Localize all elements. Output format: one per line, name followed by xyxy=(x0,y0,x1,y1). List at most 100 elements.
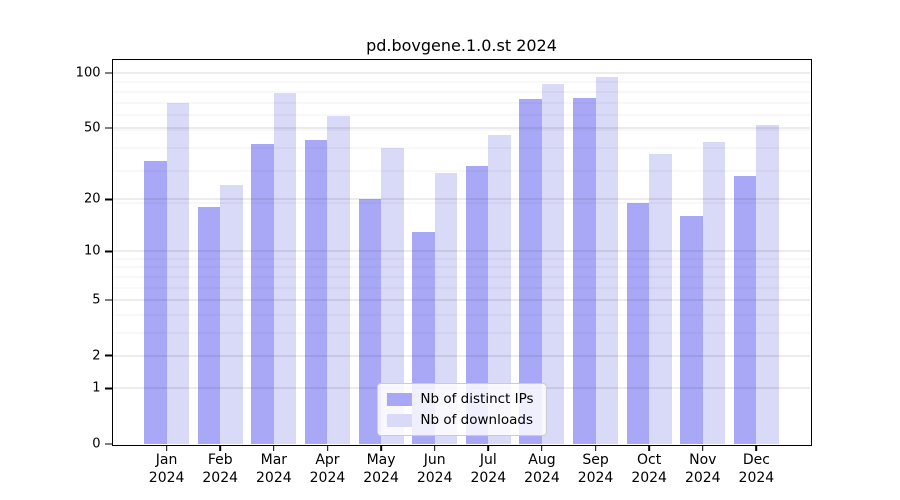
bar-downloads-apr xyxy=(327,116,350,444)
x-tick-label-year: 2024 xyxy=(684,469,721,486)
x-tick-mark xyxy=(326,445,329,451)
x-tick-mark xyxy=(165,445,168,451)
x-tick-label-month: Oct xyxy=(637,451,662,468)
bar-downloads-jun xyxy=(434,173,458,444)
bar-downloads-nov xyxy=(702,141,726,444)
y-tick-20: 20 xyxy=(84,193,113,206)
x-tick-label-month: Jan xyxy=(155,451,178,468)
x-tick-mark xyxy=(380,445,382,451)
x-tick-jan: Jan 2024 xyxy=(148,445,185,487)
bars xyxy=(113,60,810,444)
bar-downloads-jan xyxy=(166,102,190,444)
bar-distinct-ips-apr xyxy=(304,139,328,444)
x-tick-label-year: 2024 xyxy=(524,469,560,486)
x-tick-sep: Sep 2024 xyxy=(577,445,614,487)
x-tick-mark xyxy=(273,445,275,451)
x-tick-label-year: 2024 xyxy=(363,469,399,486)
bar-distinct-ips-sep xyxy=(573,98,596,444)
y-tick-mark xyxy=(104,387,112,390)
y-tick-0: 0 xyxy=(92,438,113,451)
x-tick-feb: Feb 2024 xyxy=(202,445,238,487)
x-tick-label-month: May xyxy=(366,451,396,468)
bar-distinct-ips-dec xyxy=(733,176,757,444)
y-tick-50: 50 xyxy=(84,122,113,135)
y-tick-100: 100 xyxy=(76,67,113,80)
y-tick-label: 20 xyxy=(83,191,101,207)
chart-title: pd.bovgene.1.0.st 2024 xyxy=(366,36,557,55)
x-tick-label-year: 2024 xyxy=(738,469,775,486)
x-tick-label-month: Nov xyxy=(689,451,717,468)
bar-distinct-ips-feb xyxy=(197,207,221,444)
x-tick-label-year: 2024 xyxy=(416,469,453,486)
x-tick-jul: Jul 2024 xyxy=(470,445,506,487)
x-tick-label-year: 2024 xyxy=(631,469,667,486)
y-tick-1: 1 xyxy=(92,382,113,395)
y-tick-label: 100 xyxy=(75,65,101,81)
y-tick-label: 0 xyxy=(92,436,101,452)
y-tick-2: 2 xyxy=(92,349,113,362)
legend-swatch-distinct-ips xyxy=(386,392,412,406)
x-tick-mark xyxy=(755,445,758,451)
y-tick-label: 50 xyxy=(83,120,101,136)
y-tick-label: 10 xyxy=(83,243,101,259)
x-tick-apr: Apr 2024 xyxy=(309,445,346,487)
x-tick-label-month: Jul xyxy=(479,451,497,468)
bar-distinct-ips-aug xyxy=(519,99,542,444)
plot-area: 0 1 2 5 10 20 50 100 Jan 2024 Feb 2024 Mar 2024 Apr 20… xyxy=(76,58,812,486)
bar-downloads-oct xyxy=(649,153,672,444)
y-tick-mark xyxy=(104,198,112,201)
x-tick-nov: Nov 2024 xyxy=(684,445,721,487)
x-tick-label-year: 2024 xyxy=(309,469,346,486)
bar-distinct-ips-jul xyxy=(465,165,489,444)
bar-distinct-ips-jan xyxy=(144,160,167,444)
bar-downloads-dec xyxy=(756,125,779,444)
bar-downloads-feb xyxy=(220,185,243,444)
y-tick-label: 5 xyxy=(92,292,101,308)
legend-label-distinct-ips: Nb of distinct IPs xyxy=(420,391,534,407)
x-tick-label-month: Jun xyxy=(423,451,446,468)
x-tick-label-year: 2024 xyxy=(577,469,614,486)
bar-downloads-mar xyxy=(273,92,297,444)
legend-label-downloads: Nb of downloads xyxy=(420,412,533,428)
y-tick-mark xyxy=(104,127,112,129)
x-tick-label-month: Feb xyxy=(207,451,233,468)
x-tick-mark xyxy=(541,445,543,451)
x-tick-mark xyxy=(648,445,650,451)
x-tick-label-year: 2024 xyxy=(148,469,185,486)
x-tick-aug: Aug 2024 xyxy=(524,445,560,487)
y-tick-mark xyxy=(104,72,112,74)
x-tick-dec: Dec 2024 xyxy=(738,445,775,487)
y-tick-mark xyxy=(104,299,112,301)
x-tick-mark xyxy=(594,445,597,451)
x-tick-mark xyxy=(433,445,436,451)
x-tick-may: May 2024 xyxy=(363,445,399,487)
x-tick-label-month: Apr xyxy=(315,451,340,468)
x-tick-jun: Jun 2024 xyxy=(416,445,453,487)
x-tick-mark xyxy=(487,445,490,451)
y-tick-10: 10 xyxy=(84,245,113,258)
bar-distinct-ips-nov xyxy=(680,216,703,444)
legend-swatch-downloads xyxy=(386,413,412,427)
x-tick-label-month: Mar xyxy=(260,451,288,468)
y-tick-label: 1 xyxy=(92,380,101,396)
bar-distinct-ips-oct xyxy=(626,203,650,444)
y-tick-mark xyxy=(104,354,112,357)
legend: Nb of distinct IPs Nb of downloads xyxy=(376,383,547,436)
bar-downloads-may xyxy=(381,147,404,444)
x-tick-mark xyxy=(702,445,704,451)
x-tick-mark xyxy=(219,445,221,451)
x-tick-mar: Mar 2024 xyxy=(256,445,292,487)
x-tick-label-month: Sep xyxy=(582,451,609,468)
y-tick-mark xyxy=(104,250,112,253)
bar-distinct-ips-may xyxy=(358,199,382,444)
y-tick-label: 2 xyxy=(92,348,101,364)
x-tick-label-year: 2024 xyxy=(256,469,292,486)
bar-downloads-jul xyxy=(488,134,511,444)
x-tick-label-month: Aug xyxy=(528,451,556,468)
x-tick-oct: Oct 2024 xyxy=(631,445,667,487)
bar-downloads-sep xyxy=(595,77,619,444)
bar-distinct-ips-mar xyxy=(251,143,274,444)
legend-item-downloads: Nb of downloads xyxy=(386,412,533,428)
x-tick-label-month: Dec xyxy=(742,451,770,468)
